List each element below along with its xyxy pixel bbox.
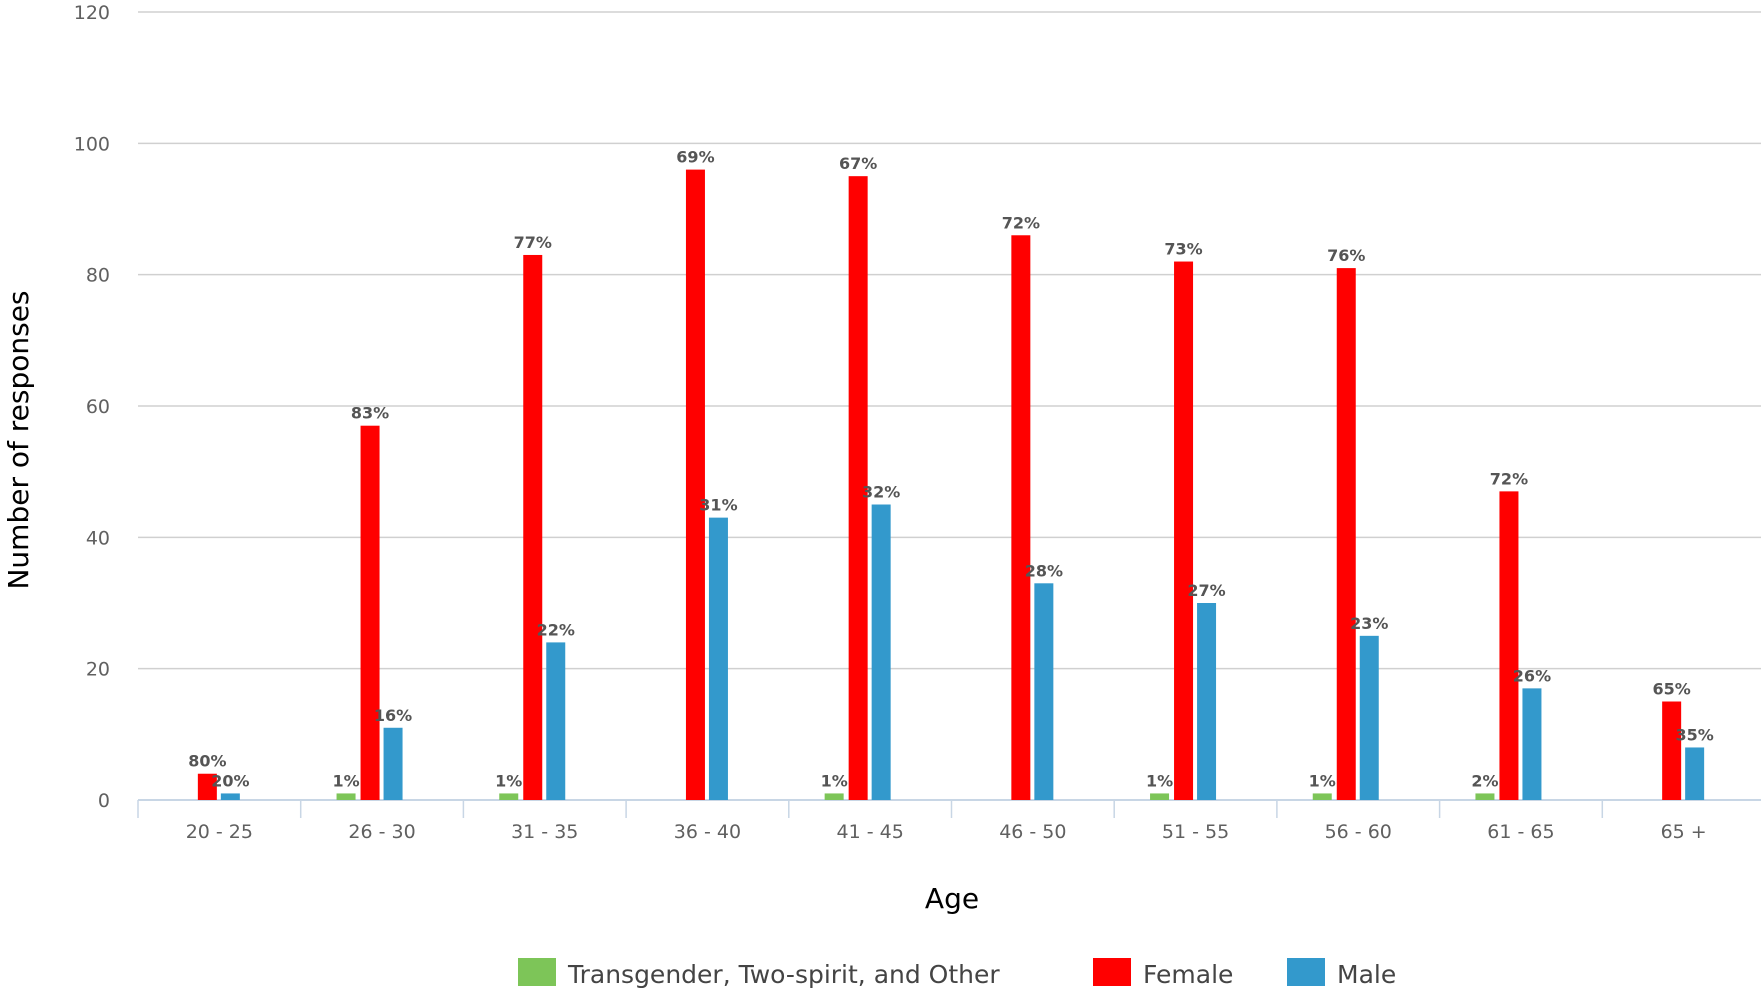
- bars: [197, 169, 1705, 801]
- x-tick-label: 61 - 65: [1487, 821, 1554, 843]
- data-label: 72%: [1490, 469, 1528, 488]
- bar-male: [1034, 583, 1054, 800]
- y-tick-label: 80: [86, 265, 110, 287]
- bar-female: [848, 176, 868, 800]
- bar-transgender-two-spirit-and-other: [1475, 793, 1495, 800]
- bar-female: [523, 254, 543, 800]
- x-tick-label: 41 - 45: [837, 821, 904, 843]
- legend-swatch: [1093, 958, 1131, 986]
- data-label: 80%: [188, 752, 226, 771]
- data-label: 22%: [537, 620, 575, 639]
- x-tick-label: 36 - 40: [674, 821, 741, 843]
- data-label: 1%: [1146, 771, 1173, 790]
- y-axis-ticks: 0 20 40 60 80 100 120: [74, 2, 110, 812]
- data-label: 23%: [1350, 614, 1388, 633]
- data-label: 73%: [1164, 240, 1202, 259]
- legend-label: Transgender, Two-spirit, and Other: [567, 960, 1000, 989]
- bar-transgender-two-spirit-and-other: [336, 793, 356, 800]
- data-labels: 1% 1% 1% 1% 1% 2% 80% 83% 77% 69% 67% 72% 73% 76% 72% 6…: [188, 148, 1714, 791]
- data-label: 35%: [1676, 725, 1714, 744]
- bar-female: [1662, 701, 1682, 800]
- x-tick-label: 26 - 30: [348, 821, 415, 843]
- bar-female: [197, 773, 217, 800]
- bar-male: [871, 504, 891, 800]
- data-label: 72%: [1002, 213, 1040, 232]
- bar-male: [546, 642, 566, 800]
- data-label: 31%: [699, 496, 737, 515]
- bar-transgender-two-spirit-and-other: [1150, 793, 1170, 800]
- y-tick-label: 20: [86, 659, 110, 681]
- data-label: 2%: [1471, 771, 1498, 790]
- y-tick-label: 40: [86, 527, 110, 549]
- bar-male: [1197, 603, 1217, 800]
- data-label: 1%: [821, 771, 848, 790]
- data-label: 76%: [1327, 246, 1365, 265]
- x-tick-label: 65 +: [1661, 821, 1707, 843]
- legend-swatch: [1287, 958, 1325, 986]
- data-label: 20%: [211, 771, 249, 790]
- x-axis-title: Age: [925, 882, 979, 915]
- data-label: 26%: [1513, 666, 1551, 685]
- data-label: 1%: [1309, 771, 1336, 790]
- x-tick-label: 31 - 35: [511, 821, 578, 843]
- bar-female: [360, 425, 380, 800]
- bar-male: [1522, 688, 1542, 800]
- bar-male: [1685, 747, 1705, 800]
- y-tick-label: 120: [74, 2, 110, 24]
- bar-transgender-two-spirit-and-other: [1312, 793, 1332, 800]
- bar-female: [685, 169, 705, 801]
- x-tick-label: 51 - 55: [1162, 821, 1229, 843]
- data-label: 27%: [1187, 581, 1225, 600]
- bar-female: [1499, 491, 1519, 800]
- bar-female: [1174, 261, 1194, 800]
- data-label: 77%: [514, 233, 552, 252]
- data-label: 1%: [495, 771, 522, 790]
- data-label: 1%: [332, 771, 359, 790]
- data-label: 65%: [1653, 680, 1691, 699]
- bar-female: [1011, 235, 1031, 800]
- bar-female: [1336, 268, 1356, 801]
- x-tick-label: 20 - 25: [186, 821, 253, 843]
- legend-swatch: [518, 958, 556, 986]
- bar-transgender-two-spirit-and-other: [824, 793, 844, 800]
- y-tick-label: 0: [98, 790, 110, 812]
- x-axis: 20 - 25 26 - 30 31 - 35 36 - 40 41 - 45 46 - …: [137, 799, 1761, 843]
- bar-male: [383, 727, 403, 800]
- data-label: 67%: [839, 154, 877, 173]
- bar-transgender-two-spirit-and-other: [499, 793, 519, 800]
- x-tick-label: 46 - 50: [999, 821, 1066, 843]
- data-label: 83%: [351, 404, 389, 423]
- bar-male: [220, 793, 240, 800]
- y-axis-title: Number of responses: [2, 290, 35, 589]
- legend-label: Female: [1143, 960, 1233, 989]
- legend-label: Male: [1337, 960, 1396, 989]
- data-label: 69%: [676, 148, 714, 167]
- data-label: 32%: [862, 483, 900, 502]
- data-label: 28%: [1025, 561, 1063, 580]
- gridlines: [138, 11, 1761, 670]
- bar-male: [1359, 635, 1379, 800]
- legend: Transgender, Two-spirit, and Other Female…: [518, 958, 1396, 989]
- bar-male: [708, 517, 728, 800]
- data-label: 16%: [374, 706, 412, 725]
- y-tick-label: 100: [74, 133, 110, 155]
- y-tick-label: 60: [86, 396, 110, 418]
- x-tick-label: 56 - 60: [1325, 821, 1392, 843]
